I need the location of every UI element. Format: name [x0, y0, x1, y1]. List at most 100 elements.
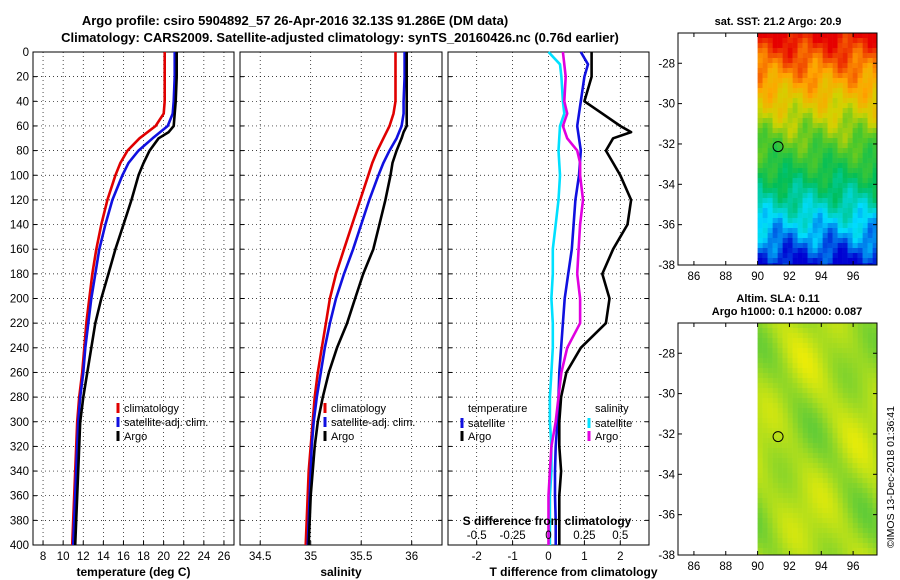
heatmap-cell: [782, 163, 788, 169]
heatmap-cell: [872, 458, 878, 464]
heatmap-cell: [772, 168, 778, 174]
heatmap-cell: [827, 193, 833, 199]
heatmap-cell: [782, 333, 788, 339]
heatmap-cell: [817, 508, 823, 514]
heatmap-cell: [817, 193, 823, 199]
heatmap-cell: [867, 178, 873, 184]
heatmap-cell: [812, 503, 818, 509]
heatmap-cell: [797, 443, 803, 449]
heatmap-cell: [767, 398, 773, 404]
heatmap-cell: [797, 48, 803, 54]
float-position-marker: [772, 431, 784, 443]
heatmap-cell: [817, 493, 823, 499]
heatmap-cell: [807, 413, 813, 419]
heatmap-cell: [867, 118, 873, 124]
heatmap-cell: [807, 533, 813, 539]
heatmap-cell: [852, 38, 858, 44]
heatmap-cell: [827, 258, 833, 264]
heatmap-cell: [872, 443, 878, 449]
heatmap-cell: [807, 328, 813, 334]
heatmap-cell: [872, 98, 878, 104]
heatmap-cell: [782, 213, 788, 219]
heatmap-cell: [762, 43, 768, 49]
y-tick-label: 320: [10, 441, 29, 453]
heatmap-cell: [827, 128, 833, 134]
heatmap-cell: [757, 553, 763, 556]
heatmap-cell: [857, 263, 863, 266]
heatmap-cell: [862, 513, 868, 519]
heatmap-cell: [787, 93, 793, 99]
heatmap-cell: [757, 518, 763, 524]
heatmap-cell: [807, 148, 813, 154]
heatmap-cell: [757, 203, 763, 209]
heatmap-cell: [812, 93, 818, 99]
heatmap-cell: [812, 408, 818, 414]
heatmap-cell: [867, 338, 873, 344]
heatmap-cell: [872, 188, 878, 194]
heatmap-cell: [852, 193, 858, 199]
sst-heatmap: [757, 33, 878, 266]
heatmap-cell: [782, 533, 788, 539]
heatmap-cell: [822, 378, 828, 384]
heatmap-cell: [807, 538, 813, 544]
heatmap-cell: [827, 388, 833, 394]
heatmap-cell: [822, 483, 828, 489]
heatmap-cell: [762, 168, 768, 174]
heatmap-cell: [857, 208, 863, 214]
heatmap-cell: [757, 538, 763, 544]
heatmap-cell: [852, 378, 858, 384]
legend-label: Argo: [124, 431, 147, 443]
heatmap-cell: [757, 413, 763, 419]
heatmap-cell: [767, 528, 773, 534]
heatmap-cell: [847, 503, 853, 509]
y-tick-label: 40: [16, 96, 29, 108]
heatmap-cell: [862, 413, 868, 419]
heatmap-cell: [862, 248, 868, 254]
heatmap-cell: [772, 88, 778, 94]
heatmap-cell: [797, 383, 803, 389]
heatmap-cell: [822, 488, 828, 494]
heatmap-cell: [827, 198, 833, 204]
heatmap-cell: [842, 98, 848, 104]
heatmap-cell: [777, 83, 783, 89]
heatmap-cell: [797, 198, 803, 204]
heatmap-cell: [807, 243, 813, 249]
heatmap-cell: [822, 398, 828, 404]
heatmap-cell: [832, 528, 838, 534]
heatmap-cell: [817, 478, 823, 484]
heatmap-cell: [797, 83, 803, 89]
heatmap-cell: [797, 468, 803, 474]
x-tick-label: 96: [847, 561, 860, 573]
heatmap-cell: [867, 448, 873, 454]
heatmap-cell: [767, 468, 773, 474]
heatmap-cell: [817, 238, 823, 244]
heatmap-cell: [762, 98, 768, 104]
heatmap-cell: [827, 138, 833, 144]
heatmap-cell: [787, 248, 793, 254]
heatmap-cell: [842, 233, 848, 239]
heatmap-cell: [787, 323, 793, 329]
heatmap-cell: [807, 223, 813, 229]
heatmap-cell: [872, 93, 878, 99]
heatmap-cell: [797, 213, 803, 219]
heatmap-cell: [852, 523, 858, 529]
heatmap-cell: [867, 163, 873, 169]
heatmap-cell: [847, 363, 853, 369]
heatmap-cell: [782, 38, 788, 44]
heatmap-cell: [762, 48, 768, 54]
heatmap-cell: [792, 323, 798, 329]
heatmap-cell: [762, 63, 768, 69]
heatmap-cell: [842, 153, 848, 159]
heatmap-cell: [792, 448, 798, 454]
heatmap-cell: [842, 338, 848, 344]
heatmap-cell: [802, 258, 808, 264]
heatmap-cell: [832, 183, 838, 189]
heatmap-cell: [787, 263, 793, 266]
heatmap-cell: [787, 218, 793, 224]
heatmap-cell: [857, 103, 863, 109]
heatmap-cell: [837, 33, 843, 39]
heatmap-cell: [807, 463, 813, 469]
heatmap-cell: [767, 463, 773, 469]
heatmap-cell: [832, 418, 838, 424]
heatmap-cell: [767, 178, 773, 184]
